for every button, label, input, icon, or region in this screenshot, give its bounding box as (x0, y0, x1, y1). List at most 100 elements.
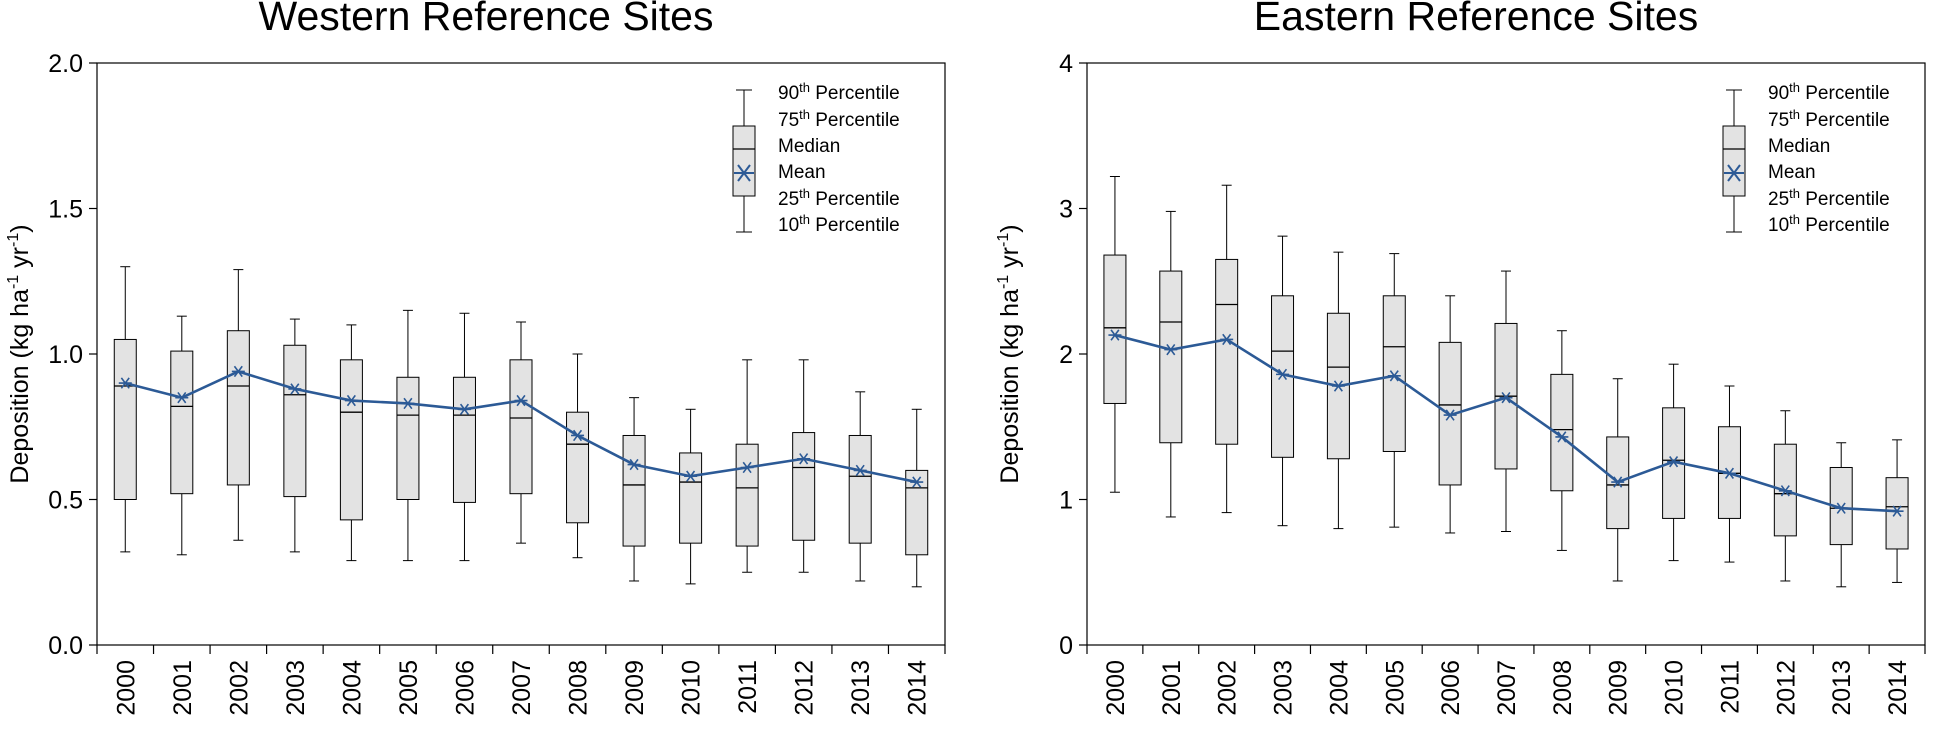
legend-mean-marker (734, 164, 754, 182)
x-tick-label: 2010 (1661, 660, 1689, 716)
x-tick-label: 2003 (282, 660, 310, 716)
x-tick-label: 2001 (1158, 660, 1186, 716)
iqr-box (1103, 254, 1127, 404)
mean-marker (118, 377, 132, 389)
mean-marker-strokes (1164, 343, 1178, 356)
legend-text-rest: Percentile (810, 189, 900, 210)
legend-text-rest: Percentile (1800, 110, 1890, 131)
mean-marker-strokes (797, 453, 811, 465)
legend-label-p90: 90th Percentile (1768, 80, 1890, 104)
ylabel-sup: -1 (995, 233, 1012, 247)
y-tick-label: 1.0 (48, 341, 83, 369)
mean-marker-strokes (1722, 467, 1736, 479)
ylabel-sup: -1 (5, 233, 22, 247)
mean-marker (1387, 370, 1401, 382)
legend-text-main: 10 (778, 215, 799, 236)
x-tick-label: 2001 (169, 660, 197, 716)
mean-marker-strokes (1890, 505, 1904, 517)
iqr-box (848, 434, 872, 544)
legend-label-p90: 90th Percentile (778, 80, 900, 104)
iqr-box (452, 376, 476, 503)
mean-marker (627, 458, 641, 471)
ylabel-end: ) (6, 224, 34, 232)
mean-marker (910, 476, 924, 488)
legend-text-main: 75 (778, 110, 799, 131)
y-axis-label: Deposition (kg ha-1 yr-1) (5, 224, 34, 483)
iqr-box (735, 443, 759, 547)
mean-marker (797, 453, 811, 465)
mean-marker (1611, 476, 1625, 488)
legend-text-rest: Percentile (810, 215, 900, 236)
legend-text-main: 90 (778, 83, 799, 104)
iqr-box (113, 338, 137, 501)
mean-marker-strokes (684, 470, 698, 482)
mean-marker-strokes (457, 403, 471, 415)
mean-marker (344, 394, 358, 407)
mean-marker (571, 429, 585, 442)
ylabel-sup: -1 (5, 275, 22, 289)
x-tick-label: 2000 (1102, 660, 1130, 716)
legend-label-mean: Mean (1768, 162, 1816, 183)
mean-marker-strokes (734, 164, 754, 182)
ylabel-mid: yr (6, 247, 34, 275)
x-tick-label: 2002 (225, 660, 253, 716)
iqr-box (679, 452, 703, 544)
x-tick-label: 2006 (1437, 660, 1465, 716)
mean-marker-strokes (1499, 391, 1513, 404)
mean-marker-strokes (1611, 476, 1625, 488)
mean-marker (1890, 505, 1904, 517)
x-tick-label: 2004 (338, 660, 366, 716)
legend-label-p75: 75th Percentile (1768, 107, 1890, 131)
ylabel-mid: yr (996, 247, 1024, 275)
legend-label-median: Median (778, 136, 840, 157)
mean-marker-strokes (175, 391, 189, 404)
mean-marker-strokes (740, 461, 754, 474)
legend-label-p10: 10th Percentile (1768, 212, 1890, 236)
y-tick-label: 1 (1059, 487, 1073, 515)
iqr-box (283, 344, 307, 498)
mean-marker-strokes (288, 383, 302, 395)
iqr-box (170, 350, 194, 495)
x-tick-label: 2008 (565, 660, 593, 716)
legend-text-main: 25 (778, 189, 799, 210)
legend: 90th Percentile 75th Percentile Median Mean… (732, 80, 900, 236)
legend-text-sup: th (1789, 186, 1800, 201)
x-tick-label: 2013 (847, 660, 875, 716)
legend-text-rest: Percentile (1800, 189, 1890, 210)
x-tick-label: 2009 (1605, 660, 1633, 716)
x-tick-label: 2002 (1214, 660, 1242, 716)
legend-label-median: Median (1768, 136, 1830, 157)
legend-label-p75: 75th Percentile (778, 107, 900, 131)
x-tick-label: 2005 (1381, 660, 1409, 716)
legend-text-main: 75 (1768, 110, 1789, 131)
mean-marker (175, 391, 189, 404)
ylabel-end: ) (996, 224, 1024, 232)
legend-text-main: Median (1768, 136, 1830, 157)
y-tick-label: 1.5 (48, 196, 83, 224)
iqr-box (1159, 270, 1183, 444)
iqr-box (1550, 373, 1574, 492)
y-axis-label-text: Deposition (kg ha-1 yr-1) (5, 224, 34, 483)
iqr-box (622, 434, 646, 547)
legend-label-p25: 25th Percentile (778, 186, 900, 210)
iqr-box (1215, 258, 1239, 445)
legend-text-main: 10 (1768, 215, 1789, 236)
mean-marker (1499, 391, 1513, 404)
legend-label-p25: 25th Percentile (1768, 186, 1890, 210)
mean-marker (1164, 343, 1178, 356)
iqr-box (509, 359, 533, 495)
mean-marker-strokes (514, 394, 528, 407)
x-tick-label: 2009 (621, 660, 649, 716)
mean-marker (1443, 409, 1457, 421)
mean-marker (1778, 485, 1792, 497)
y-tick-label: 0.5 (48, 487, 83, 515)
y-axis-label: Deposition (kg ha-1 yr-1) (995, 224, 1024, 483)
mean-marker-strokes (1778, 485, 1792, 497)
iqr-box (226, 330, 250, 486)
legend-text-main: 25 (1768, 189, 1789, 210)
legend-label-mean: Mean (778, 162, 826, 183)
x-tick-label: 2003 (1270, 660, 1298, 716)
legend-box (732, 125, 756, 197)
